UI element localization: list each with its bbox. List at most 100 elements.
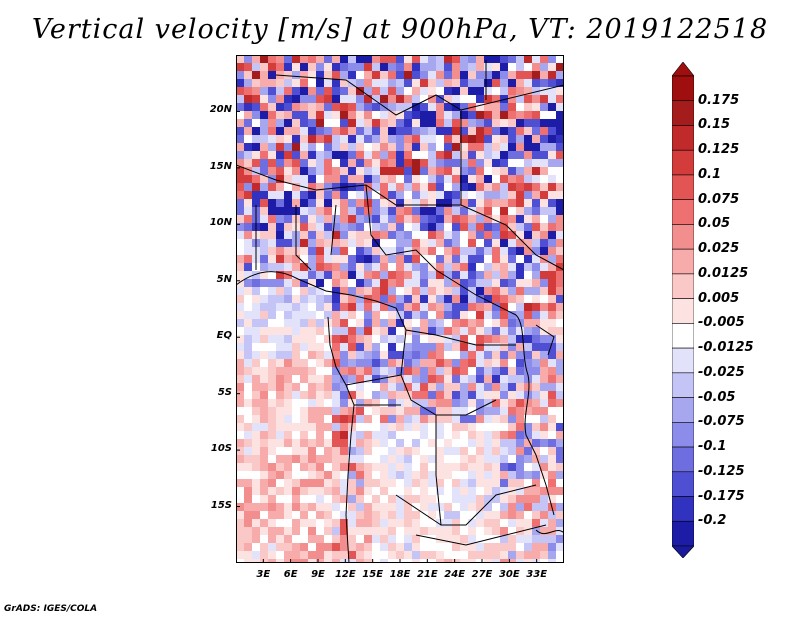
field-cell bbox=[388, 247, 396, 255]
field-cell bbox=[540, 463, 548, 471]
field-cell bbox=[436, 111, 444, 119]
field-cell bbox=[300, 111, 308, 119]
field-cell bbox=[332, 79, 340, 87]
field-cell bbox=[548, 383, 556, 391]
field-cell bbox=[260, 335, 268, 343]
field-cell bbox=[252, 479, 260, 487]
field-cell bbox=[340, 119, 348, 127]
field-cell bbox=[388, 231, 396, 239]
field-cell bbox=[484, 319, 492, 327]
field-cell bbox=[396, 223, 404, 231]
field-cell bbox=[388, 431, 396, 439]
field-cell bbox=[452, 311, 460, 319]
field-cell bbox=[292, 287, 300, 295]
field-cell bbox=[452, 423, 460, 431]
colorbar-bottom-arrow bbox=[672, 545, 694, 558]
field-cell bbox=[404, 327, 412, 335]
field-cell bbox=[244, 359, 252, 367]
field-cell bbox=[468, 239, 476, 247]
field-cell bbox=[468, 407, 476, 415]
field-cell bbox=[532, 367, 540, 375]
field-cell bbox=[332, 367, 340, 375]
field-cell bbox=[356, 479, 364, 487]
colorbar-level-label: -0.005 bbox=[698, 315, 745, 331]
field-cell bbox=[476, 519, 484, 527]
field-cell bbox=[372, 463, 380, 471]
field-cell bbox=[372, 551, 380, 559]
field-cell bbox=[236, 511, 244, 519]
field-cell bbox=[244, 239, 252, 247]
field-cell bbox=[284, 495, 292, 503]
field-cell bbox=[364, 383, 372, 391]
field-cell bbox=[412, 495, 420, 503]
field-cell bbox=[388, 143, 396, 151]
field-cell bbox=[348, 391, 356, 399]
field-cell bbox=[556, 503, 564, 511]
field-cell bbox=[492, 415, 500, 423]
field-cell bbox=[388, 279, 396, 287]
field-cell bbox=[372, 455, 380, 463]
field-cell bbox=[556, 255, 564, 263]
field-cell bbox=[532, 223, 540, 231]
field-cell bbox=[236, 455, 244, 463]
field-cell bbox=[532, 335, 540, 343]
field-cell bbox=[388, 63, 396, 71]
field-cell bbox=[236, 383, 244, 391]
field-cell bbox=[540, 335, 548, 343]
field-cell bbox=[316, 207, 324, 215]
field-cell bbox=[252, 271, 260, 279]
field-cell bbox=[364, 495, 372, 503]
field-cell bbox=[348, 463, 356, 471]
field-cell bbox=[284, 519, 292, 527]
field-cell bbox=[308, 63, 316, 71]
field-cell bbox=[524, 71, 532, 79]
field-cell bbox=[268, 71, 276, 79]
field-cell bbox=[532, 87, 540, 95]
field-cell bbox=[548, 87, 556, 95]
field-cell bbox=[476, 287, 484, 295]
lon-tick-label: 9E bbox=[311, 569, 325, 580]
field-cell bbox=[412, 271, 420, 279]
field-cell bbox=[556, 535, 564, 543]
field-cell bbox=[500, 167, 508, 175]
field-cell bbox=[516, 487, 524, 495]
field-cell bbox=[236, 519, 244, 527]
field-cell bbox=[412, 519, 420, 527]
field-cell bbox=[484, 367, 492, 375]
field-cell bbox=[292, 551, 300, 559]
field-cell bbox=[444, 63, 452, 71]
field-cell bbox=[532, 151, 540, 159]
colorbar-level-label: -0.2 bbox=[698, 513, 727, 529]
field-cell bbox=[492, 231, 500, 239]
field-cell bbox=[492, 191, 500, 199]
field-cell bbox=[316, 223, 324, 231]
field-cell bbox=[380, 559, 388, 563]
field-cell bbox=[476, 471, 484, 479]
field-cell bbox=[396, 399, 404, 407]
field-cell bbox=[244, 511, 252, 519]
colorbar-segment bbox=[672, 298, 694, 324]
field-cell bbox=[372, 207, 380, 215]
field-cell bbox=[260, 455, 268, 463]
field-cell bbox=[500, 543, 508, 551]
field-cell bbox=[420, 375, 428, 383]
field-cell bbox=[540, 343, 548, 351]
field-cell bbox=[492, 431, 500, 439]
field-cell bbox=[476, 383, 484, 391]
field-cell bbox=[292, 423, 300, 431]
field-cell bbox=[340, 71, 348, 79]
field-cell bbox=[292, 335, 300, 343]
field-cell bbox=[236, 495, 244, 503]
field-cell bbox=[244, 463, 252, 471]
field-cell bbox=[292, 79, 300, 87]
field-cell bbox=[364, 303, 372, 311]
field-cell bbox=[268, 343, 276, 351]
field-cell bbox=[380, 327, 388, 335]
field-cell bbox=[476, 319, 484, 327]
field-cell bbox=[356, 471, 364, 479]
field-cell bbox=[388, 463, 396, 471]
field-cell bbox=[316, 255, 324, 263]
colorbar-level-label: -0.075 bbox=[698, 414, 745, 430]
field-cell bbox=[332, 111, 340, 119]
field-cell bbox=[500, 119, 508, 127]
